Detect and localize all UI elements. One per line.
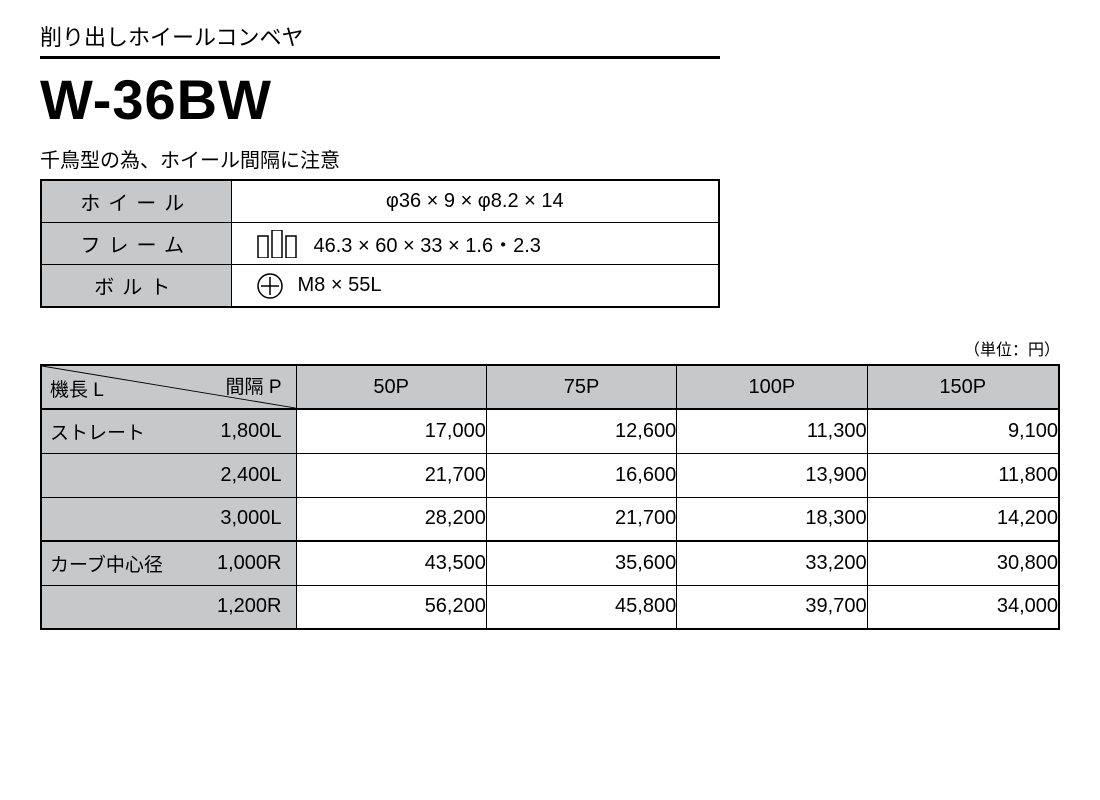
col-head: 75P bbox=[486, 365, 676, 409]
diag-header: 間隔 P 機長 L bbox=[41, 365, 296, 409]
col-head: 50P bbox=[296, 365, 486, 409]
row-head: カーブ中心径1,000R bbox=[41, 541, 296, 585]
price-cell: 13,900 bbox=[677, 453, 867, 497]
price-cell: 21,700 bbox=[296, 453, 486, 497]
diag-top-label: 間隔 P bbox=[226, 372, 282, 399]
row-category bbox=[42, 586, 177, 629]
price-cell: 45,800 bbox=[486, 585, 676, 629]
row-length: 1,800L bbox=[177, 410, 296, 453]
price-cell: 34,000 bbox=[867, 585, 1059, 629]
row-length: 2,400L bbox=[177, 454, 296, 497]
price-cell: 18,300 bbox=[677, 497, 867, 541]
spec-value-text: M8 × 55L bbox=[298, 274, 382, 297]
row-category: カーブ中心径 bbox=[42, 542, 177, 585]
price-cell: 39,700 bbox=[677, 585, 867, 629]
row-length: 1,000R bbox=[177, 542, 296, 585]
price-table: 間隔 P 機長 L 50P 75P 100P 150P ストレート1,800L1… bbox=[40, 364, 1060, 630]
price-cell: 17,000 bbox=[296, 409, 486, 453]
row-length: 3,000L bbox=[177, 498, 296, 541]
product-category: 削り出しホイールコンベヤ bbox=[40, 20, 720, 59]
product-note: 千鳥型の為、ホイール間隔に注意 bbox=[40, 144, 1060, 173]
row-category bbox=[42, 454, 177, 497]
row-head: ストレート1,800L bbox=[41, 409, 296, 453]
row-head: 3,000L bbox=[41, 497, 296, 541]
spec-value: 46.3 × 60 × 33 × 1.6・2.3 bbox=[231, 223, 719, 265]
row-category: ストレート bbox=[42, 410, 177, 453]
bolt-icon bbox=[256, 272, 284, 300]
spec-value: M8 × 55L bbox=[231, 265, 719, 308]
price-cell: 56,200 bbox=[296, 585, 486, 629]
col-head: 150P bbox=[867, 365, 1059, 409]
spec-table: ホイールφ36 × 9 × φ8.2 × 14フレーム 46.3 × 60 × 3… bbox=[40, 179, 720, 308]
unit-note: （単位：円） bbox=[40, 336, 1060, 360]
price-cell: 16,600 bbox=[486, 453, 676, 497]
diag-bottom-label: 機長 L bbox=[50, 375, 104, 402]
price-cell: 14,200 bbox=[867, 497, 1059, 541]
product-model: W-36BW bbox=[40, 67, 1060, 132]
price-cell: 30,800 bbox=[867, 541, 1059, 585]
price-cell: 12,600 bbox=[486, 409, 676, 453]
spec-label: フレーム bbox=[41, 223, 231, 265]
price-cell: 11,800 bbox=[867, 453, 1059, 497]
price-cell: 21,700 bbox=[486, 497, 676, 541]
price-cell: 43,500 bbox=[296, 541, 486, 585]
row-category bbox=[42, 498, 177, 541]
spec-label: ボルト bbox=[41, 265, 231, 308]
row-head: 2,400L bbox=[41, 453, 296, 497]
row-length: 1,200R bbox=[177, 586, 296, 629]
spec-label: ホイール bbox=[41, 180, 231, 223]
row-head: 1,200R bbox=[41, 585, 296, 629]
price-cell: 28,200 bbox=[296, 497, 486, 541]
spec-value: φ36 × 9 × φ8.2 × 14 bbox=[231, 180, 719, 223]
price-cell: 33,200 bbox=[677, 541, 867, 585]
frame-icon bbox=[256, 230, 300, 258]
price-cell: 9,100 bbox=[867, 409, 1059, 453]
spec-value-text: 46.3 × 60 × 33 × 1.6・2.3 bbox=[314, 229, 541, 258]
col-head: 100P bbox=[677, 365, 867, 409]
price-cell: 35,600 bbox=[486, 541, 676, 585]
price-cell: 11,300 bbox=[677, 409, 867, 453]
